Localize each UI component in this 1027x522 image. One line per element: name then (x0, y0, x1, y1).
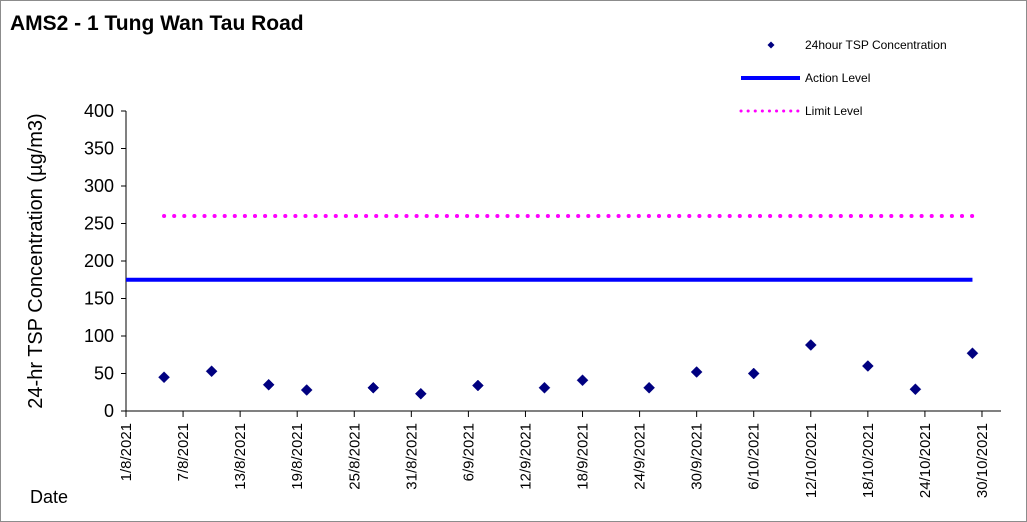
tsp-data-point (804, 339, 817, 351)
tsp-data-point (472, 379, 484, 392)
x-tick-label: 1/8/2021 (118, 423, 135, 481)
axes: 0 50 100 150 200 250 300 350 400 1/8/2021 7/8/2021… (84, 101, 1001, 498)
tsp-data-point (367, 381, 380, 394)
y-tick-label: 50 (94, 364, 114, 384)
x-axis-label: Date (30, 487, 68, 507)
y-tick-label: 150 (84, 289, 114, 309)
y-tick-label: 200 (84, 251, 114, 271)
y-tick-label: 100 (84, 326, 114, 346)
x-tick-label: 30/9/2021 (689, 423, 706, 490)
x-tick-label: 12/10/2021 (803, 423, 820, 498)
x-tick-label: 7/8/2021 (175, 423, 192, 481)
x-tick-label: 6/10/2021 (746, 423, 763, 490)
tsp-data-point (747, 367, 760, 380)
tsp-data-point (414, 387, 427, 400)
legend-label: Action Level (805, 71, 870, 85)
legend-label: Limit Level (805, 104, 862, 118)
tsp-data-point (205, 365, 218, 378)
x-tick-label: 19/8/2021 (289, 423, 306, 490)
x-tick-label: 6/9/2021 (460, 423, 477, 481)
legend-label: 24hour TSP Concentration (805, 38, 947, 52)
tsp-data-point (690, 366, 703, 378)
tsp-data-point (158, 371, 170, 384)
chart-title: AMS2 - 1 Tung Wan Tau Road (10, 12, 304, 35)
y-tick-label: 250 (84, 214, 114, 234)
legend-marker-tsp (767, 41, 775, 49)
y-axis-label: 24-hr TSP Concentration (µg/m3) (25, 113, 47, 408)
x-tick-label: 30/10/2021 (974, 423, 991, 498)
y-tick-label: 350 (84, 139, 114, 159)
tsp-data-point (966, 347, 979, 360)
x-tick-label: 13/8/2021 (232, 423, 249, 490)
y-tick-label: 0 (104, 401, 114, 421)
tsp-data-point (576, 374, 589, 387)
tsp-data-point (643, 381, 655, 394)
x-tick-label: 18/10/2021 (860, 423, 877, 498)
x-tick-label: 12/9/2021 (517, 423, 534, 490)
x-tick-label: 25/8/2021 (346, 423, 363, 490)
legend: 24hour TSP Concentration Action Level Limi… (739, 38, 947, 118)
tsp-data-point (262, 378, 275, 391)
x-tick-label: 31/8/2021 (403, 423, 420, 490)
tsp-data-point (909, 383, 922, 396)
y-tick-label: 400 (84, 101, 114, 121)
x-tick-label: 24/10/2021 (917, 423, 934, 498)
x-tick-label: 18/9/2021 (575, 423, 592, 490)
tsp-data-point (300, 384, 313, 396)
x-tick-label: 24/9/2021 (632, 423, 649, 490)
plot-area (126, 214, 979, 400)
tsp-data-point (861, 360, 874, 372)
y-tick-label: 300 (84, 176, 114, 196)
tsp-data-point (538, 381, 551, 394)
